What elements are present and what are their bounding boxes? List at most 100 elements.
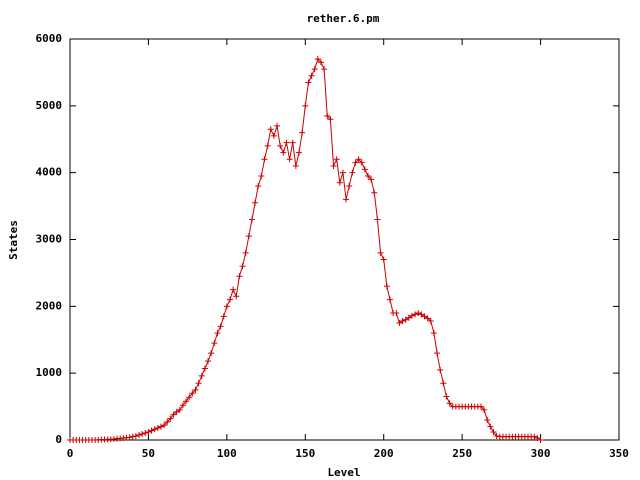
point-marker (446, 400, 453, 407)
point-marker (339, 169, 346, 176)
point-marker (412, 311, 419, 318)
point-marker (217, 323, 224, 330)
point-marker (434, 350, 441, 357)
point-marker (371, 189, 378, 196)
y-tick-label: 6000 (36, 32, 63, 45)
point-marker (490, 428, 497, 435)
point-marker (252, 199, 259, 206)
point-marker (264, 142, 271, 149)
point-marker (261, 156, 268, 163)
point-marker (151, 426, 158, 433)
point-marker (399, 318, 406, 325)
y-tick-label: 2000 (36, 299, 63, 312)
x-tick-label: 300 (531, 447, 551, 460)
point-marker (132, 432, 139, 439)
point-marker (330, 162, 337, 169)
point-marker (189, 390, 196, 397)
point-marker (299, 129, 306, 136)
point-marker (437, 366, 444, 373)
point-marker (493, 432, 500, 439)
point-marker (230, 286, 237, 293)
x-tick-label: 200 (374, 447, 394, 460)
y-tick-label: 0 (55, 433, 62, 446)
plot-frame (69, 38, 620, 441)
point-marker (255, 183, 262, 190)
point-marker (220, 313, 227, 320)
point-marker (148, 427, 155, 434)
point-marker (198, 372, 205, 379)
point-marker (440, 380, 447, 387)
y-tick-label: 3000 (36, 233, 63, 246)
point-marker (396, 320, 403, 327)
point-marker (484, 416, 491, 423)
point-marker (274, 122, 281, 129)
point-marker (277, 142, 284, 149)
point-marker (142, 429, 149, 436)
point-marker (270, 132, 277, 139)
point-marker (226, 296, 233, 303)
x-tick-label: 350 (609, 447, 629, 460)
point-marker (192, 386, 199, 393)
point-marker (487, 423, 494, 430)
point-marker (424, 315, 431, 322)
point-marker (176, 406, 183, 413)
point-marker (283, 139, 290, 146)
point-marker (145, 428, 152, 435)
point-marker (179, 402, 186, 409)
point-marker (377, 249, 384, 256)
x-tick-label: 0 (67, 447, 74, 460)
point-marker (280, 149, 287, 156)
point-marker (195, 380, 202, 387)
point-marker (393, 310, 400, 317)
point-marker (361, 166, 368, 173)
point-marker (314, 56, 321, 63)
point-marker (211, 340, 218, 347)
point-marker (346, 183, 353, 190)
point-marker (408, 312, 415, 319)
point-marker (236, 273, 243, 280)
point-marker (402, 316, 409, 323)
point-marker (317, 59, 324, 66)
point-marker (129, 433, 136, 440)
point-marker (358, 159, 365, 166)
point-marker (477, 403, 484, 410)
point-marker (214, 330, 221, 337)
point-marker (430, 330, 437, 337)
y-tick-label: 5000 (36, 99, 63, 112)
x-tick-label: 100 (217, 447, 237, 460)
point-marker (267, 126, 274, 133)
point-marker (308, 72, 315, 79)
point-marker (258, 173, 265, 180)
point-marker (415, 310, 422, 317)
point-marker (208, 350, 215, 357)
point-marker (126, 434, 133, 441)
point-marker (333, 156, 340, 163)
point-marker (186, 394, 193, 401)
point-marker (296, 149, 303, 156)
point-marker (481, 406, 488, 413)
point-marker (321, 66, 328, 73)
point-marker (311, 66, 318, 73)
y-tick-label: 1000 (36, 366, 63, 379)
point-marker (349, 169, 356, 176)
point-marker (305, 79, 312, 86)
point-marker (245, 233, 252, 240)
point-marker (405, 314, 412, 321)
x-axis-label: Level (327, 466, 360, 479)
point-marker (383, 283, 390, 290)
point-marker (327, 116, 334, 123)
x-tick-label: 150 (295, 447, 315, 460)
point-marker (352, 159, 359, 166)
point-marker (531, 433, 538, 440)
point-marker (292, 162, 299, 169)
point-marker (205, 358, 212, 365)
point-marker (173, 408, 180, 415)
point-marker (242, 249, 249, 256)
point-marker (343, 196, 350, 203)
point-marker (365, 173, 372, 180)
point-marker (302, 102, 309, 109)
chart-title: rether.6.pm (307, 12, 380, 25)
point-marker (139, 430, 146, 437)
point-marker (534, 434, 541, 441)
